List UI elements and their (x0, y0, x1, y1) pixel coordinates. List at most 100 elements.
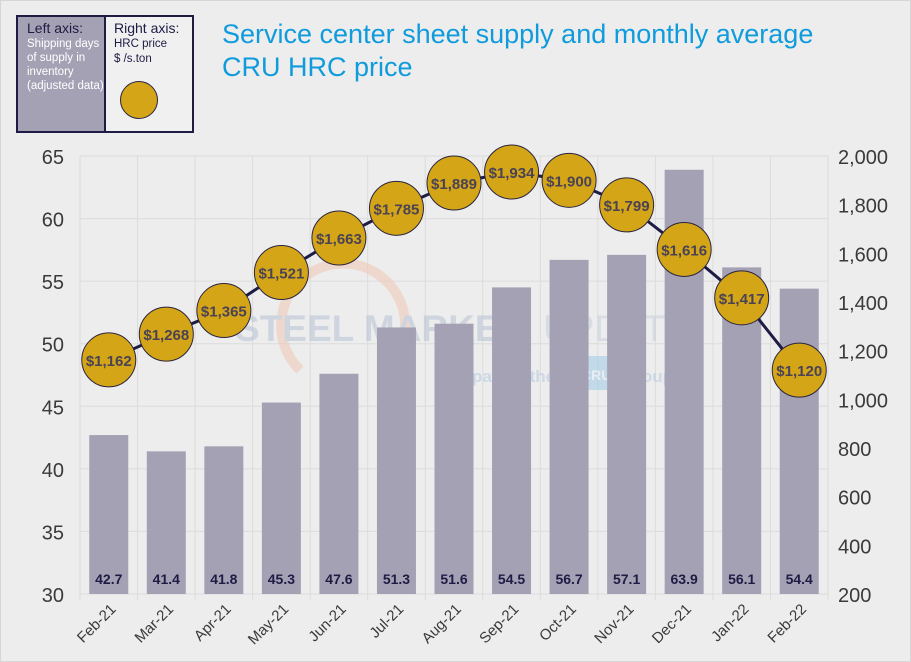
right-axis-tick: 1,400 (838, 293, 888, 315)
x-axis-label: Feb-21 (74, 601, 120, 647)
x-axis: Feb-21 Mar-21 Apr-21 May-21 Jun-21 Jul-21 Aug-… (74, 601, 810, 648)
bar (146, 451, 186, 594)
price-bubble (368, 180, 424, 236)
bar (779, 288, 819, 594)
price-bubble-label: $1,162 (86, 353, 132, 370)
bar (261, 402, 301, 594)
price-bubble (771, 342, 827, 398)
x-axis-label: May-21 (245, 601, 292, 648)
price-bubble (426, 155, 482, 211)
x-axis-label: Jan-22 (708, 601, 752, 645)
left-axis-tick: 50 (42, 335, 64, 357)
legend-right-text-2: $ /s.ton (114, 53, 152, 65)
price-bubble (253, 245, 309, 301)
bar-value-label: 51.3 (383, 571, 410, 587)
x-axis-label: Jul-21 (366, 601, 407, 642)
left-axis-tick: 40 (42, 460, 64, 482)
left-axis-tick: 65 (42, 147, 64, 169)
legend-right-heading: Right axis: (114, 20, 180, 36)
bar-value-label: 63.9 (671, 571, 698, 587)
watermark-cru: CRU (581, 367, 611, 383)
price-bubble-label: $1,521 (258, 266, 304, 283)
x-axis-label: Feb-22 (764, 601, 810, 647)
bar (204, 446, 244, 594)
price-bubble-label: $1,616 (661, 242, 707, 259)
legend-left-text: Shipping days of supply in inventory (ad… (27, 38, 104, 92)
x-axis-label: Nov-21 (591, 601, 637, 647)
bar-value-label: 41.8 (210, 571, 237, 587)
left-axis-tick: 35 (42, 522, 64, 544)
price-bubble (656, 221, 712, 277)
bar-value-label: 56.7 (555, 571, 582, 587)
left-axis-tick: 45 (42, 397, 64, 419)
bar-value-label: 57.1 (613, 571, 640, 587)
x-axis-label: Oct-21 (536, 601, 580, 645)
left-axis: 30 35 40 45 50 55 60 65 (42, 147, 64, 607)
legend-left-heading: Left axis: (27, 20, 84, 36)
right-axis-tick: 1,000 (838, 390, 888, 412)
price-bubble (599, 177, 655, 233)
bar-value-label: 54.4 (786, 571, 813, 587)
price-bubbles: $1,162 $1,268 $1,365 $1,521 $1,663 $1,785 $1,8… (81, 144, 827, 398)
right-axis-tick: 800 (838, 439, 871, 461)
price-bubble-label: $1,365 (201, 304, 247, 321)
price-bubble-label: $1,799 (604, 198, 650, 215)
price-bubble (714, 270, 770, 326)
x-axis-label: Sep-21 (476, 601, 522, 647)
bar-value-label: 54.5 (498, 571, 525, 587)
right-axis-tick: 2,000 (838, 147, 888, 169)
x-axis-label: Apr-21 (191, 601, 235, 645)
price-bubble (196, 283, 252, 339)
price-bubble (541, 152, 597, 208)
right-axis-tick: 1,600 (838, 244, 888, 266)
bar-value-label: 45.3 (268, 571, 295, 587)
left-axis-tick: 55 (42, 272, 64, 294)
price-bubble (484, 144, 540, 200)
legend-left-axis: Left axis: Shipping days of supply in in… (18, 17, 106, 131)
right-axis-tick: 600 (838, 488, 871, 510)
price-bubble (81, 332, 137, 388)
price-bubble-label: $1,268 (143, 327, 189, 344)
bar (549, 259, 589, 594)
x-axis-label: Jun-21 (305, 601, 349, 645)
legend-bubble-swatch (120, 81, 158, 119)
bar-value-label: 47.6 (325, 571, 352, 587)
bar-value-label: 41.4 (153, 571, 180, 587)
chart-title: Service center sheet supply and monthly … (222, 19, 814, 82)
bar-value-label: 56.1 (728, 571, 755, 587)
right-axis-tick: 400 (838, 536, 871, 558)
price-bubble-label: $1,785 (374, 201, 420, 218)
bar-series (89, 169, 819, 594)
x-axis-label: Aug-21 (419, 601, 465, 647)
price-bubble-label: $1,663 (316, 231, 362, 248)
bar-value-label: 42.7 (95, 571, 122, 587)
legend-right-text-1: HRC price (114, 38, 168, 50)
legend-right-axis: Right axis: HRC price $ /s.ton (106, 17, 192, 131)
price-bubble (311, 210, 367, 266)
bar (434, 323, 474, 594)
x-axis-label: Dec-21 (649, 601, 695, 647)
bar (89, 435, 129, 594)
bar (492, 287, 532, 594)
legend-box: Left axis: Shipping days of supply in in… (16, 15, 194, 133)
right-axis-tick: 200 (838, 585, 871, 607)
bar-value-label: 51.6 (440, 571, 467, 587)
right-axis: 200 400 600 800 1,000 1,200 1,400 1,600 1,800 2,0… (838, 147, 888, 607)
right-axis-tick: 1,800 (838, 196, 888, 218)
right-axis-tick: 1,200 (838, 342, 888, 364)
bar (376, 327, 416, 594)
left-axis-tick: 60 (42, 210, 64, 232)
price-bubble-label: $1,417 (719, 291, 765, 308)
left-axis-tick: 30 (42, 585, 64, 607)
price-bubble-label: $1,900 (546, 173, 592, 190)
bar (607, 254, 647, 594)
x-axis-label: Mar-21 (132, 601, 178, 647)
bar (319, 373, 359, 594)
price-bubble-label: $1,120 (776, 363, 822, 380)
price-bubble (138, 306, 194, 362)
bar-labels: 42.7 41.4 41.8 45.3 47.6 51.3 51.6 54.5 56.7 57.1… (95, 571, 813, 587)
price-bubble-label: $1,934 (489, 165, 536, 182)
watermark-arc-icon (276, 258, 411, 374)
price-bubble-label: $1,889 (431, 176, 477, 193)
